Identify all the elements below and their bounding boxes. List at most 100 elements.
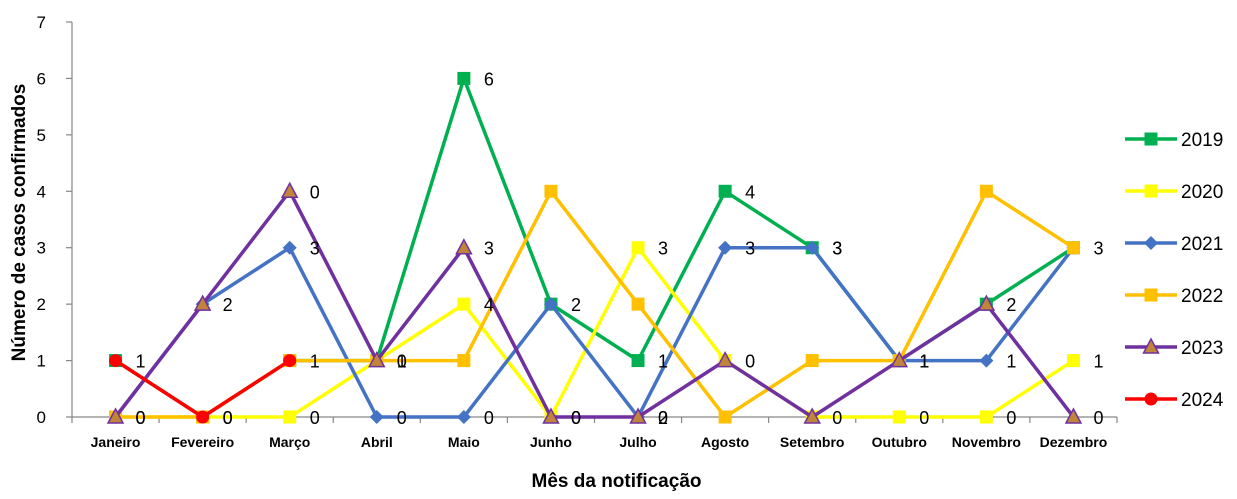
series-2022	[109, 184, 1080, 424]
series-2024	[109, 354, 297, 424]
data-point-2023	[803, 407, 821, 424]
data-point-2022	[1066, 241, 1080, 255]
data-label: 4	[745, 182, 755, 202]
data-label: 3	[745, 239, 755, 259]
data-point-2023	[193, 294, 212, 311]
legend-item-2022: 2022	[1125, 286, 1223, 307]
data-label: 1	[1093, 352, 1103, 372]
legend-swatch-marker	[1142, 337, 1160, 354]
data-label: 0	[136, 408, 146, 428]
data-label: 1	[658, 352, 668, 372]
legend-item-2024: 2024	[1125, 390, 1224, 411]
legend-item-2023: 2023	[1125, 337, 1223, 359]
data-point-2020	[457, 297, 471, 311]
series-line-2020	[115, 245, 1075, 419]
series-line-2021	[114, 245, 1075, 419]
data-point-2023	[716, 350, 734, 368]
data-point-2023	[106, 407, 125, 424]
data-point-2021	[718, 240, 733, 255]
data-point-2022	[457, 354, 471, 368]
data-label: 0	[223, 408, 233, 428]
x-tick-label: Janeiro	[91, 434, 141, 450]
data-label: 0	[571, 408, 581, 428]
data-point-2019	[457, 71, 471, 85]
data-point-2020	[979, 410, 993, 424]
data-label: 0	[310, 182, 320, 202]
legend-label: 2019	[1181, 130, 1223, 151]
data-point-2022	[718, 410, 732, 424]
data-point-2021	[543, 297, 558, 312]
legend-item-2020: 2020	[1125, 182, 1223, 203]
data-label: 3	[310, 239, 320, 259]
data-label: 0	[310, 408, 320, 428]
data-label: 3	[832, 239, 842, 259]
data-point-2021	[979, 353, 994, 368]
data-label: 1	[1006, 352, 1016, 372]
data-point-2024	[109, 354, 123, 368]
data-point-2020	[283, 410, 297, 424]
data-point-2022	[544, 184, 558, 198]
x-tick-label: Fevereiro	[171, 434, 234, 450]
data-label: 0	[745, 352, 755, 372]
y-tick-label: 5	[37, 126, 46, 145]
data-point-2019	[718, 184, 732, 198]
data-label: 0	[1093, 408, 1103, 428]
data-point-2023	[542, 407, 560, 424]
data-label: 2	[223, 295, 233, 315]
y-tick-label: 6	[37, 69, 46, 88]
y-tick-label: 3	[37, 239, 46, 258]
data-label: 2	[658, 408, 668, 428]
data-point-2022	[631, 297, 645, 311]
data-point-2019	[631, 354, 645, 368]
data-point-2020	[892, 410, 906, 424]
data-point-2022	[979, 184, 993, 198]
y-tick-label: 1	[37, 352, 46, 371]
data-label: 1	[919, 352, 929, 372]
data-label: 0	[832, 408, 842, 428]
data-label: 0	[397, 408, 407, 428]
data-label: 0	[484, 408, 494, 428]
legend-swatch-marker	[1144, 288, 1158, 302]
data-point-2021	[805, 240, 820, 255]
legend-label: 2020	[1181, 182, 1223, 203]
data-point-2024	[196, 410, 210, 424]
data-point-2023	[368, 350, 386, 368]
data-label: 0	[919, 408, 929, 428]
legend-swatch-marker	[1144, 184, 1158, 198]
data-label: 3	[484, 239, 494, 259]
legend-label: 2022	[1181, 286, 1223, 307]
series-line-2023	[114, 189, 1075, 419]
data-label: 1	[919, 352, 929, 372]
data-point-2020	[1066, 354, 1080, 368]
x-axis-title: Mês da notificação	[532, 471, 702, 492]
data-point-2021	[456, 410, 471, 424]
x-tick-label: Abril	[361, 434, 393, 450]
data-label: 4	[484, 295, 494, 315]
legend: 2019 2020 2021 2022 2023 2024	[1125, 130, 1224, 411]
data-label: 0	[571, 408, 581, 428]
data-label: 2	[1006, 295, 1016, 315]
data-point-2023	[280, 181, 299, 199]
y-tick-label: 4	[37, 182, 46, 201]
data-label: 1	[397, 352, 407, 372]
legend-label: 2024	[1181, 390, 1224, 411]
legend-label: 2021	[1181, 234, 1223, 255]
x-tick-label: Junho	[530, 434, 572, 450]
data-point-2022	[805, 354, 819, 368]
y-tick-label: 7	[37, 13, 46, 32]
legend-swatch-marker	[1144, 132, 1158, 146]
data-point-2020	[631, 241, 645, 255]
data-label: 3	[658, 239, 668, 259]
y-tick-label: 0	[37, 408, 46, 427]
x-tick-label: Agosto	[701, 434, 749, 450]
data-label: 3	[1093, 239, 1103, 259]
data-point-2023	[977, 294, 996, 311]
data-label: 0	[658, 408, 668, 428]
data-point-2023	[1064, 407, 1083, 424]
x-tick-label: Julho	[619, 434, 656, 450]
data-point-2023	[455, 238, 473, 255]
data-label: 0	[136, 408, 146, 428]
data-point-2021	[369, 410, 384, 424]
